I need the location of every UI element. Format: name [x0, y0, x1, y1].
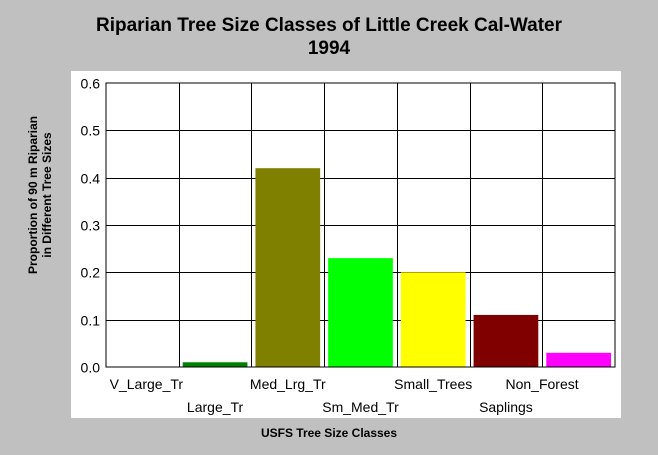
x-tick-label: V_Large_Tr	[110, 376, 184, 392]
plot-frame	[105, 82, 616, 368]
y-axis-label-line-2: in Different Tree Sizes	[40, 132, 54, 258]
bar-non-forest	[546, 352, 611, 367]
y-tick-label: 0.2	[81, 265, 101, 281]
y-tick-label: 0.0	[81, 360, 101, 376]
x-tick-label: Sm_Med_Tr	[322, 399, 399, 415]
x-tick-label: Med_Lrg_Tr	[250, 376, 326, 392]
x-tick-label: Large_Tr	[187, 399, 244, 415]
chart-title-line-1: Riparian Tree Size Classes of Little Cre…	[95, 15, 563, 36]
y-tick-label: 0.1	[81, 313, 101, 329]
bar-large-tr	[182, 362, 248, 367]
x-tick-label: Non_Forest	[505, 376, 578, 392]
x-tick-label: Small_Trees	[394, 376, 472, 392]
bar-med-lrg-tr	[255, 168, 321, 367]
y-tick-label: 0.3	[81, 218, 101, 234]
y-tick-label: 0.5	[81, 123, 101, 139]
x-axis-label: USFS Tree Size Classes	[260, 426, 398, 440]
y-tick-labels: 0.0 0.1 0.2 0.3 0.4 0.5 0.6	[81, 76, 101, 376]
bar-saplings	[473, 314, 539, 367]
y-tick-label: 0.4	[81, 171, 101, 187]
bars	[182, 168, 611, 367]
bar-small-trees	[400, 272, 466, 367]
chart-title-line-2: 1994	[307, 38, 351, 59]
x-tick-label: Saplings	[479, 399, 533, 415]
y-tick-label: 0.6	[81, 76, 101, 92]
bar-sm-med-tr	[328, 258, 393, 367]
y-axis-label: Proportion of 90 m Riparian in Different…	[26, 116, 54, 274]
y-axis-label-line-1: Proportion of 90 m Riparian	[26, 115, 40, 275]
